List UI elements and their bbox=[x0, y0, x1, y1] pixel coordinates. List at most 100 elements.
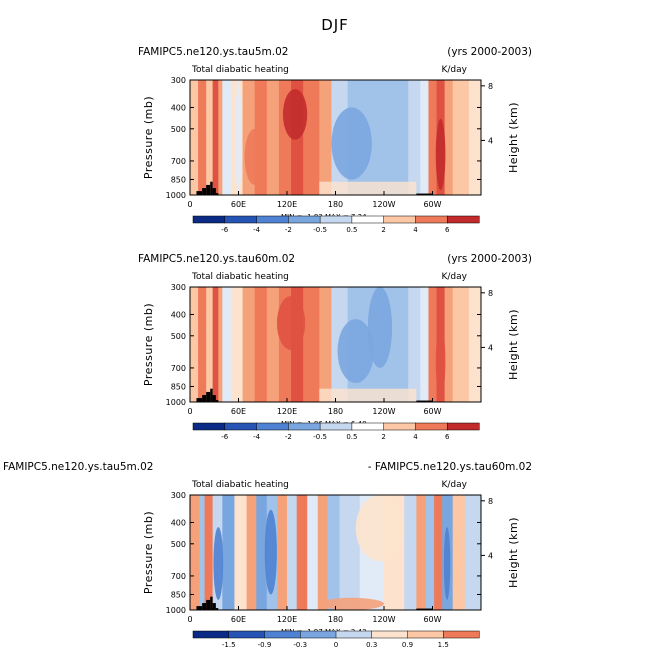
heatmap-cell bbox=[198, 80, 207, 195]
x-tick-label: 60E bbox=[231, 615, 246, 624]
years-label: (yrs 2000-2003) bbox=[447, 253, 532, 265]
heatmap-field bbox=[190, 80, 481, 195]
colorbar-tick-label: 2 bbox=[381, 433, 385, 441]
y-tick-label: 700 bbox=[171, 364, 186, 373]
y-tick-label: 400 bbox=[171, 310, 186, 319]
heatmap-cell bbox=[266, 80, 280, 195]
x-tick-label: 60W bbox=[423, 200, 441, 209]
y2-tick-label: 8 bbox=[488, 289, 493, 298]
colorbar-tick-label: -0.5 bbox=[313, 433, 327, 441]
colorbar-bin bbox=[192, 630, 230, 639]
heatmap-cell bbox=[296, 495, 308, 610]
colorbar-bin bbox=[264, 630, 301, 639]
colorbar-bin bbox=[288, 422, 321, 431]
heatmap-cell bbox=[287, 495, 298, 610]
y-tick-label: 400 bbox=[171, 103, 186, 112]
heatmap-cell bbox=[254, 287, 268, 402]
land-mask bbox=[206, 599, 211, 610]
colorbar-bin bbox=[351, 422, 385, 431]
heatmap-cell bbox=[428, 287, 438, 402]
heatmap-cell bbox=[420, 287, 429, 402]
heatmap-cell bbox=[264, 509, 277, 595]
heatmap-cell bbox=[319, 388, 417, 402]
variable-label: Total diabatic heating bbox=[191, 272, 289, 282]
heatmap-cell bbox=[206, 287, 214, 402]
colorbar-bin bbox=[228, 630, 266, 639]
heatmap-cell bbox=[218, 287, 223, 402]
heatmap-cell bbox=[234, 495, 248, 610]
y-tick-label: 300 bbox=[171, 283, 186, 292]
heatmap-cell bbox=[327, 495, 341, 610]
colorbar-tick-label: 4 bbox=[413, 433, 418, 441]
heatmap-cell bbox=[444, 287, 454, 402]
heatmap-cell bbox=[468, 80, 481, 195]
heatmap-cell bbox=[435, 325, 446, 398]
land-mask bbox=[212, 603, 216, 610]
colorbar-tick-label: -6 bbox=[221, 433, 229, 441]
y2-tick-label: 8 bbox=[488, 497, 493, 506]
heatmap-cell bbox=[434, 495, 443, 610]
heatmap-cell bbox=[435, 118, 446, 191]
heatmap-cell bbox=[331, 107, 372, 180]
y2-axis-label: Height (km) bbox=[507, 309, 520, 380]
colorbar-tick-label: 6 bbox=[445, 433, 450, 441]
y-tick-label: 850 bbox=[171, 175, 186, 184]
colorbar-tick-label: -0.9 bbox=[258, 641, 272, 649]
y-axis-label: Pressure (mb) bbox=[142, 511, 155, 594]
colorbar-bin bbox=[415, 422, 448, 431]
years-label: (yrs 2000-2003) bbox=[447, 46, 532, 58]
heatmap-cell bbox=[416, 495, 427, 610]
colorbar-tick-label: -2 bbox=[285, 226, 292, 234]
heatmap-cell bbox=[303, 80, 320, 195]
heatmap-cell bbox=[235, 80, 242, 195]
y-tick-label: 700 bbox=[171, 157, 186, 166]
case-title: FAMIPC5.ne120.ys.tau60m.02 bbox=[138, 253, 295, 265]
x-tick-label: 120E bbox=[277, 200, 297, 209]
x-tick-label: 180 bbox=[328, 200, 343, 209]
y-tick-label: 850 bbox=[171, 590, 186, 599]
heatmap-cell bbox=[367, 287, 393, 368]
heatmap-cell bbox=[276, 296, 306, 350]
variable-label: Total diabatic heating bbox=[191, 65, 289, 75]
heatmap-cell bbox=[277, 495, 288, 610]
y2-tick-label: 8 bbox=[488, 82, 493, 91]
colorbar-bin bbox=[192, 215, 226, 224]
heatmap-cell bbox=[232, 287, 244, 402]
land-mask bbox=[210, 181, 213, 195]
land-mask bbox=[416, 193, 433, 195]
heatmap-cell bbox=[468, 287, 481, 402]
colorbar-bin bbox=[224, 215, 258, 224]
panel-2: FAMIPC5.ne120.ys.tau60m.02 (yrs 2000-2003… bbox=[138, 253, 532, 441]
y-tick-label: 300 bbox=[171, 491, 186, 500]
heatmap-cell bbox=[337, 319, 374, 384]
heatmap-cell bbox=[199, 495, 206, 610]
x-tick-label: 120E bbox=[277, 407, 297, 416]
heatmap-cell bbox=[363, 80, 385, 195]
x-tick-label: 180 bbox=[328, 407, 343, 416]
units-label: K/day bbox=[442, 272, 468, 282]
y-tick-label: 1000 bbox=[166, 191, 186, 200]
colorbar-bin bbox=[192, 422, 226, 431]
y-axis-label: Pressure (mb) bbox=[142, 303, 155, 386]
colorbar-bin bbox=[256, 422, 289, 431]
colorbar-bin bbox=[383, 215, 416, 224]
heatmap-cell bbox=[317, 495, 328, 610]
colorbar-bin bbox=[446, 215, 480, 224]
heatmap-cell bbox=[464, 495, 481, 610]
colorbar-bin bbox=[407, 630, 444, 639]
case-title: FAMIPC5.ne120.ys.tau5m.02 bbox=[138, 46, 288, 58]
heatmap-field bbox=[190, 287, 481, 402]
y2-axis-label: Height (km) bbox=[507, 517, 520, 588]
x-tick-label: 120W bbox=[372, 615, 395, 624]
case-title-left: FAMIPC5.ne120.ys.tau5m.02 bbox=[3, 461, 153, 473]
heatmap-cell bbox=[282, 89, 308, 140]
heatmap-cell bbox=[212, 80, 219, 195]
heatmap-cell bbox=[319, 181, 417, 195]
heatmap-cell bbox=[204, 495, 214, 610]
heatmap-cell bbox=[404, 495, 417, 610]
colorbar-tick-label: -4 bbox=[253, 433, 261, 441]
y-tick-label: 1000 bbox=[166, 606, 186, 615]
heatmap-cell bbox=[426, 495, 435, 610]
land-mask bbox=[202, 188, 207, 195]
